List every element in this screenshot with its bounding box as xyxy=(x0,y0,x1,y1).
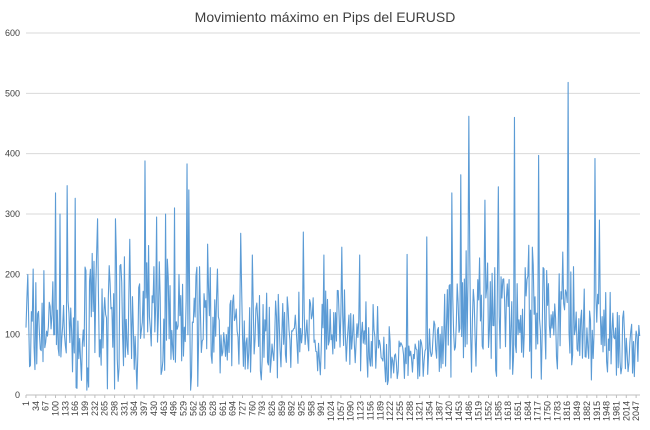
x-tick-label: 1717 xyxy=(533,401,543,421)
x-tick-label: 1156 xyxy=(365,401,375,420)
x-tick-label: 1123 xyxy=(356,401,366,420)
y-tick-label: 0 xyxy=(15,390,20,400)
x-tick-label: 892 xyxy=(287,401,297,416)
x-tick-label: 232 xyxy=(90,401,100,416)
x-tick-label: 1354 xyxy=(424,401,434,421)
x-tick-label: 430 xyxy=(149,401,159,416)
x-tick-label: 1519 xyxy=(474,401,484,421)
x-tick-label: 991 xyxy=(316,401,326,416)
x-tick-label: 1783 xyxy=(552,401,562,421)
series-group xyxy=(25,81,641,391)
x-tick-label: 364 xyxy=(129,401,139,416)
series-line xyxy=(25,81,641,391)
x-tick-label: 199 xyxy=(80,401,90,416)
x-tick-label: 1915 xyxy=(592,401,602,421)
y-tick-label: 400 xyxy=(5,149,20,159)
x-tick-label: 265 xyxy=(100,401,110,416)
x-tick-label: 1057 xyxy=(336,401,346,421)
x-tick-label: 826 xyxy=(267,401,277,416)
x-tick-label: 463 xyxy=(159,401,169,416)
x-tick-label: 859 xyxy=(277,401,287,416)
x-tick-label: 925 xyxy=(297,401,307,416)
x-tick-label: 166 xyxy=(70,401,80,416)
chart-title: Movimiento máximo en Pips del EURUSD xyxy=(195,9,456,25)
x-tick-label: 67 xyxy=(41,401,51,411)
y-tick-label: 100 xyxy=(5,330,20,340)
x-tick-label: 958 xyxy=(306,401,316,416)
x-tick-label: 1552 xyxy=(484,401,494,421)
x-tick-label: 1024 xyxy=(326,401,336,421)
x-tick-label: 661 xyxy=(218,401,228,416)
x-tick-label: 1651 xyxy=(513,401,523,421)
x-tick-label: 397 xyxy=(139,401,149,416)
x-tick-label: 595 xyxy=(198,401,208,416)
x-tick-label: 1948 xyxy=(602,401,612,421)
x-tick-label: 694 xyxy=(228,401,238,416)
x-tick-label: 529 xyxy=(178,401,188,416)
x-tick-label: 496 xyxy=(169,401,179,416)
x-tick-label: 1222 xyxy=(385,401,395,421)
x-tick-label: 1849 xyxy=(572,401,582,421)
x-tick-label: 1387 xyxy=(434,401,444,421)
x-tick-label: 1321 xyxy=(415,401,425,421)
x-tick-label: 133 xyxy=(60,401,70,416)
y-tick-label: 300 xyxy=(5,209,20,219)
x-tick-label: 1618 xyxy=(503,401,513,421)
x-tick-label: 1090 xyxy=(346,401,356,421)
x-tick-label: 1981 xyxy=(611,401,621,421)
x-tick-label: 628 xyxy=(208,401,218,416)
x-axis-ticks: 1 34 67 100 133 166 199 232 265 298 331 364 397 430 46… xyxy=(21,395,641,421)
x-tick-label: 100 xyxy=(51,401,61,416)
x-tick-label: 760 xyxy=(247,401,257,416)
x-tick-label: 1189 xyxy=(375,401,385,420)
x-tick-label: 562 xyxy=(188,401,198,416)
x-tick-label: 34 xyxy=(31,401,41,411)
x-tick-label: 1486 xyxy=(464,401,474,421)
x-tick-label: 1750 xyxy=(543,401,553,421)
x-tick-label: 1816 xyxy=(562,401,572,421)
y-axis-ticks: 0 100 200 300 400 500 600 xyxy=(5,28,20,400)
x-tick-label: 727 xyxy=(237,401,247,416)
x-tick-label: 1684 xyxy=(523,401,533,421)
x-tick-label: 2014 xyxy=(621,401,631,421)
y-tick-label: 600 xyxy=(5,28,20,38)
x-tick-label: 331 xyxy=(119,401,129,416)
x-tick-label: 1420 xyxy=(444,401,454,421)
y-tick-label: 200 xyxy=(5,269,20,279)
x-tick-label: 1288 xyxy=(405,401,415,421)
x-tick-label: 1585 xyxy=(493,401,503,421)
x-tick-label: 298 xyxy=(110,401,120,416)
x-tick-label: 2047 xyxy=(631,401,641,421)
y-tick-label: 500 xyxy=(5,88,20,98)
x-tick-label: 1255 xyxy=(395,401,405,421)
x-tick-label: 793 xyxy=(257,401,267,416)
x-tick-label: 1 xyxy=(21,401,31,406)
x-tick-label: 1453 xyxy=(454,401,464,421)
x-tick-label: 1882 xyxy=(582,401,592,421)
